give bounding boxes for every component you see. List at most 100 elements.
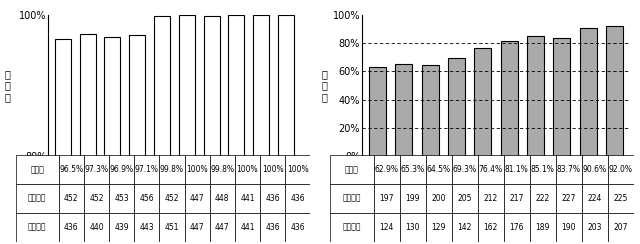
Bar (504, 213, 530, 242)
Bar (253, 15, 269, 244)
Text: 452: 452 (164, 194, 179, 203)
Bar (422, 65, 438, 156)
Bar (84, 155, 109, 184)
Bar (426, 184, 452, 213)
Text: 190: 190 (561, 223, 576, 232)
Bar (109, 155, 134, 184)
Bar (260, 213, 285, 242)
Text: 99.8%: 99.8% (211, 165, 234, 174)
Bar (109, 184, 134, 213)
Bar (607, 184, 634, 213)
Text: 81.1%: 81.1% (505, 165, 529, 174)
Text: 436: 436 (266, 223, 280, 232)
Text: 447: 447 (190, 194, 204, 203)
Bar (452, 213, 477, 242)
Text: 205: 205 (458, 194, 472, 203)
Bar (396, 64, 412, 156)
Bar (399, 155, 426, 184)
Text: 90.6%: 90.6% (582, 165, 607, 174)
Text: 453: 453 (115, 194, 129, 203)
Text: 203: 203 (588, 223, 602, 232)
Bar (606, 26, 623, 156)
Bar (556, 184, 582, 213)
Bar (84, 184, 109, 213)
Text: 224: 224 (588, 194, 602, 203)
Bar (426, 213, 452, 242)
Bar (582, 155, 607, 184)
Text: 100%: 100% (262, 165, 284, 174)
Bar (285, 155, 310, 184)
Text: 達成局数: 達成局数 (28, 223, 47, 232)
Bar (374, 184, 399, 213)
Bar (554, 38, 570, 156)
Bar (285, 184, 310, 213)
Bar (374, 213, 399, 242)
Text: 85.1%: 85.1% (531, 165, 555, 174)
Bar (477, 213, 504, 242)
Bar (399, 184, 426, 213)
Text: 436: 436 (266, 194, 280, 203)
Bar (84, 213, 109, 242)
Text: 97.1%: 97.1% (135, 165, 159, 174)
Bar (55, 39, 71, 244)
Bar (607, 213, 634, 242)
Text: 452: 452 (89, 194, 104, 203)
Bar (16, 184, 59, 213)
Bar (504, 184, 530, 213)
Bar (330, 155, 374, 184)
Text: 達
成
率: 達 成 率 (4, 69, 10, 102)
Bar (159, 213, 184, 242)
Bar (527, 36, 544, 156)
Text: 65.3%: 65.3% (401, 165, 425, 174)
Bar (504, 155, 530, 184)
Bar (260, 184, 285, 213)
Text: 197: 197 (380, 194, 394, 203)
Bar (285, 213, 310, 242)
Bar (235, 155, 260, 184)
Bar (184, 155, 210, 184)
Text: 227: 227 (561, 194, 576, 203)
Text: 436: 436 (291, 223, 305, 232)
Text: 97.3%: 97.3% (84, 165, 109, 174)
Bar (530, 184, 556, 213)
Text: 212: 212 (483, 194, 498, 203)
Text: 456: 456 (140, 194, 154, 203)
Text: 436: 436 (291, 194, 305, 203)
Bar (580, 28, 596, 156)
Bar (448, 58, 465, 156)
Text: 92.0%: 92.0% (609, 165, 632, 174)
Text: 達
成
率: 達 成 率 (321, 69, 327, 102)
Bar (399, 213, 426, 242)
Text: 62.9%: 62.9% (374, 165, 399, 174)
Bar (79, 34, 96, 244)
Text: 443: 443 (140, 223, 154, 232)
Text: 99.8%: 99.8% (160, 165, 184, 174)
Text: 130: 130 (405, 223, 420, 232)
Bar (16, 155, 59, 184)
Text: 439: 439 (115, 223, 129, 232)
Bar (556, 155, 582, 184)
Text: 176: 176 (509, 223, 524, 232)
Text: 100%: 100% (237, 165, 259, 174)
Bar (184, 213, 210, 242)
Text: 440: 440 (89, 223, 104, 232)
Bar (109, 213, 134, 242)
Bar (210, 155, 235, 184)
Text: 142: 142 (458, 223, 472, 232)
Bar (129, 35, 145, 244)
Bar (452, 155, 477, 184)
Text: 100%: 100% (186, 165, 208, 174)
Bar (582, 184, 607, 213)
Text: 96.9%: 96.9% (109, 165, 134, 174)
Text: 100%: 100% (287, 165, 308, 174)
Text: 217: 217 (509, 194, 524, 203)
Bar (426, 155, 452, 184)
Bar (235, 184, 260, 213)
Text: 451: 451 (164, 223, 179, 232)
Text: 189: 189 (536, 223, 550, 232)
Text: 199: 199 (405, 194, 420, 203)
Text: 222: 222 (536, 194, 550, 203)
Bar (104, 37, 120, 244)
Text: 有効局数: 有効局数 (342, 194, 361, 203)
Bar (452, 184, 477, 213)
